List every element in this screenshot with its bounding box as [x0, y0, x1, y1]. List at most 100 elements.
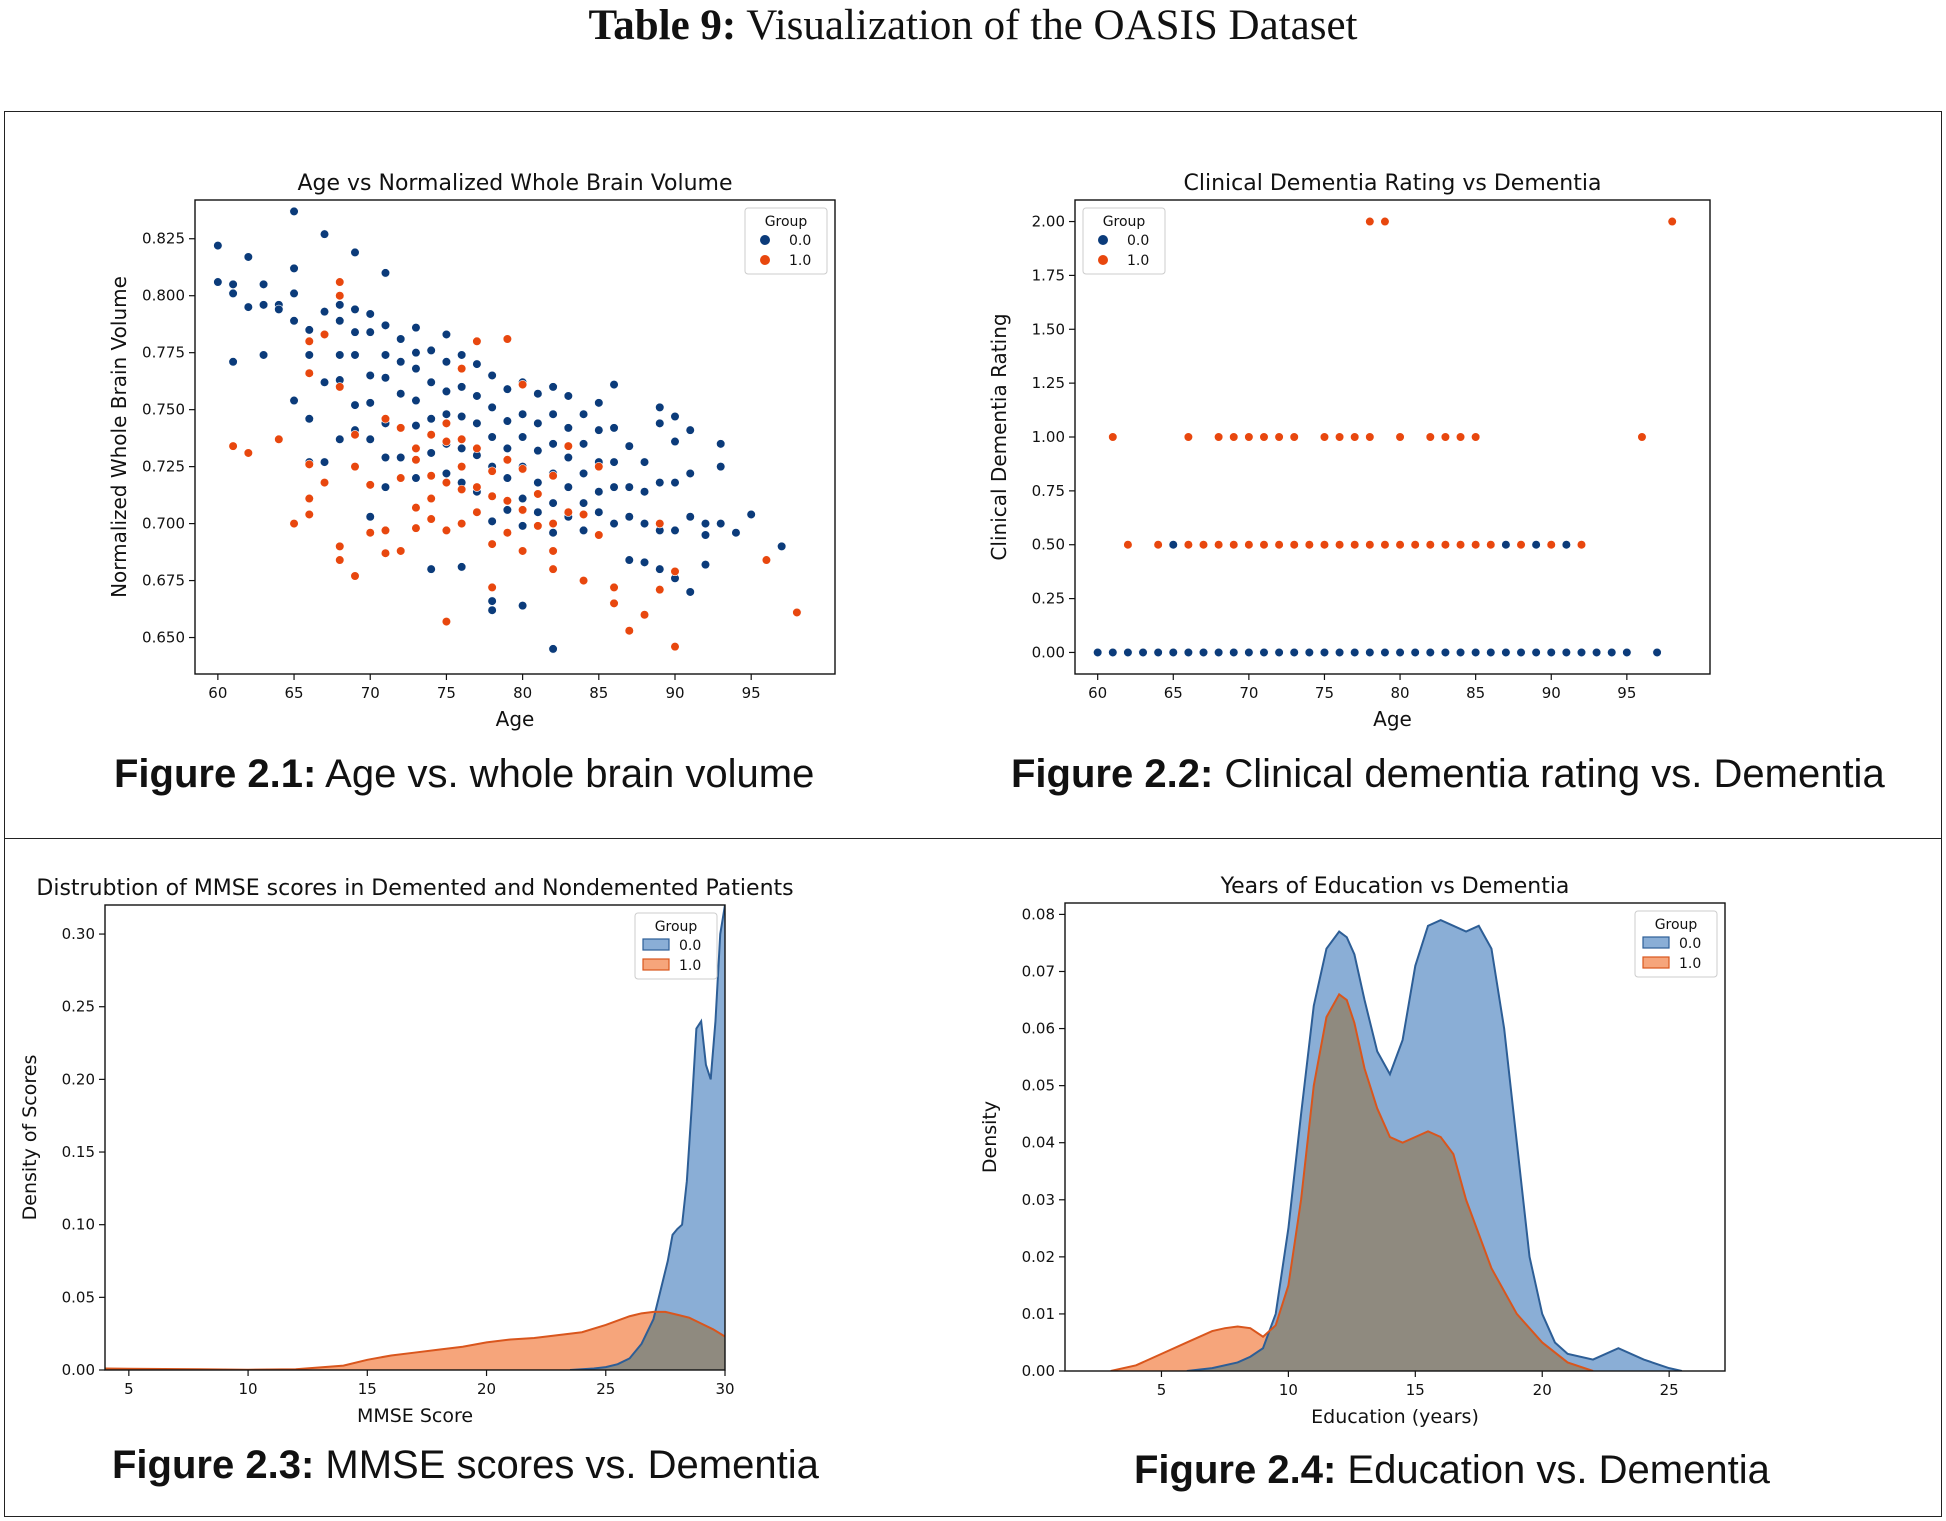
scatter-point-group-0.0 — [1592, 647, 1602, 658]
scatter-point-group-1.0 — [1380, 540, 1390, 550]
y-tick-label: 0.75 — [1032, 482, 1065, 500]
scatter-point-group-0.0 — [487, 432, 497, 442]
scatter-point-group-0.0 — [487, 402, 497, 412]
scatter-point-group-0.0 — [1334, 647, 1345, 658]
scatter-point-group-1.0 — [365, 480, 375, 490]
scatter-point-group-0.0 — [533, 418, 543, 428]
y-tick-label: 1.75 — [1032, 266, 1065, 284]
scatter-point-group-1.0 — [335, 555, 345, 565]
scatter-point-group-1.0 — [426, 493, 436, 504]
scatter-point-group-1.0 — [396, 473, 406, 483]
scatter-point-group-1.0 — [1425, 432, 1435, 442]
scatter-point-group-1.0 — [472, 443, 482, 453]
scatter-point-group-0.0 — [1229, 647, 1239, 658]
scatter-point-group-1.0 — [380, 548, 391, 558]
figure-divider — [4, 838, 1942, 839]
y-tick-label: 0.00 — [1032, 643, 1065, 661]
scatter-point-group-1.0 — [518, 379, 528, 390]
scatter-point-group-1.0 — [670, 566, 680, 577]
y-tick-label: 0.15 — [62, 1143, 95, 1161]
scatter-point-group-1.0 — [1455, 432, 1466, 442]
scatter-point-group-1.0 — [380, 525, 391, 536]
scatter-point-group-0.0 — [700, 518, 711, 529]
scatter-point-group-0.0 — [319, 307, 330, 317]
scatter-point-group-0.0 — [548, 382, 558, 392]
scatter-point-group-0.0 — [411, 421, 421, 431]
scatter-point-group-0.0 — [1153, 647, 1163, 658]
chart-age-brain-volume: Age vs Normalized Whole Brain Volume 60 65… — [107, 171, 836, 731]
scatter-point-group-0.0 — [1546, 647, 1556, 658]
scatter-point-group-0.0 — [335, 316, 345, 326]
x-tick-label: 90 — [1542, 684, 1561, 702]
scatter-point-group-0.0 — [396, 334, 406, 344]
y-tick-label: 0.00 — [1022, 1362, 1055, 1380]
scatter-point-group-1.0 — [319, 477, 330, 488]
scatter-point-group-1.0 — [1108, 432, 1118, 442]
scatter-point-group-0.0 — [1183, 647, 1193, 658]
table-title-text: Visualization of the OASIS Dataset — [746, 2, 1358, 49]
scatter-point-group-0.0 — [670, 477, 680, 488]
scatter-point-group-0.0 — [639, 487, 650, 497]
scatter-point-group-1.0 — [274, 434, 284, 444]
scatter-point-group-1.0 — [487, 491, 497, 501]
scatter-point-group-0.0 — [289, 288, 299, 299]
scatter-point-group-1.0 — [792, 607, 802, 618]
scatter-point-group-0.0 — [396, 389, 406, 399]
x-tick-label: 80 — [513, 684, 532, 702]
scatter-point-group-1.0 — [1289, 432, 1299, 442]
caption-label: Figure 2.2: — [1011, 752, 1214, 796]
scatter-point-group-0.0 — [350, 247, 360, 258]
scatter-point-group-1.0 — [1667, 216, 1677, 227]
scatter-point-group-0.0 — [258, 350, 269, 360]
scatter-point-group-1.0 — [1319, 432, 1330, 442]
legend-title: Group — [765, 214, 808, 230]
x-tick-label: 20 — [477, 1380, 496, 1398]
caption-figure-2-2: Figure 2.2: Clinical dementia rating vs.… — [1011, 752, 1885, 797]
scatter-point-group-1.0 — [441, 436, 452, 447]
scatter-point-group-0.0 — [1274, 647, 1284, 658]
y-tick-label: 0.675 — [142, 572, 185, 590]
y-tick-label: 0.650 — [142, 629, 185, 647]
scatter-point-group-1.0 — [1198, 540, 1209, 550]
scatter-point-group-0.0 — [1108, 647, 1118, 658]
table-title: Table 9: Visualization of the OASIS Data… — [0, 0, 1946, 60]
scatter-point-group-0.0 — [563, 391, 573, 401]
scatter-point-group-1.0 — [350, 571, 360, 581]
scatter-point-group-0.0 — [350, 304, 360, 314]
scatter-point-group-0.0 — [411, 364, 421, 374]
kde-area-group — [105, 905, 725, 1370]
scatter-point-group-1.0 — [396, 423, 406, 433]
scatter-point-group-1.0 — [1229, 432, 1239, 442]
y-axis-label: Clinical Dementia Rating — [987, 313, 1011, 560]
scatter-point-group-0.0 — [411, 348, 421, 358]
scatter-point-group-1.0 — [609, 582, 619, 593]
scatter-point-group-0.0 — [457, 350, 467, 360]
kde-area-group — [1110, 919, 1683, 1371]
scatter-point-group-1.0 — [365, 528, 375, 538]
legend-label: 1.0 — [789, 253, 811, 269]
scatter-point-group-1.0 — [502, 496, 512, 506]
x-axis-label: Education (years) — [1311, 1406, 1479, 1428]
chart-education: Years of Education vs Dementia 5 10 15 20 25 0… — [979, 874, 1726, 1428]
caption-label: Figure 2.3: — [112, 1443, 315, 1487]
scatter-point-group-1.0 — [1637, 432, 1647, 442]
legend-label: 0.0 — [789, 233, 811, 249]
scatter-point-group-1.0 — [1486, 540, 1496, 550]
scatter-point-group-1.0 — [1350, 540, 1360, 550]
x-tick-label: 70 — [361, 684, 380, 702]
scatter-point-group-1.0 — [609, 598, 619, 608]
y-tick-label: 0.03 — [1022, 1191, 1055, 1209]
scatter-point-group-0.0 — [1607, 647, 1617, 658]
y-tick-label: 0.800 — [142, 287, 185, 305]
scatter-point-group-0.0 — [533, 446, 543, 456]
scatter-point-group-0.0 — [228, 357, 238, 367]
scatter-point-group-0.0 — [548, 409, 558, 419]
x-tick-label: 85 — [1466, 684, 1485, 702]
scatter-point-group-0.0 — [563, 482, 573, 492]
legend-label: 0.0 — [1127, 233, 1149, 249]
scatter-point-group-0.0 — [1471, 647, 1481, 658]
scatter-point-group-1.0 — [1440, 432, 1451, 442]
scatter-point-group-0.0 — [380, 320, 391, 330]
scatter-point-group-0.0 — [365, 398, 375, 408]
scatter-point-group-1.0 — [502, 334, 512, 344]
